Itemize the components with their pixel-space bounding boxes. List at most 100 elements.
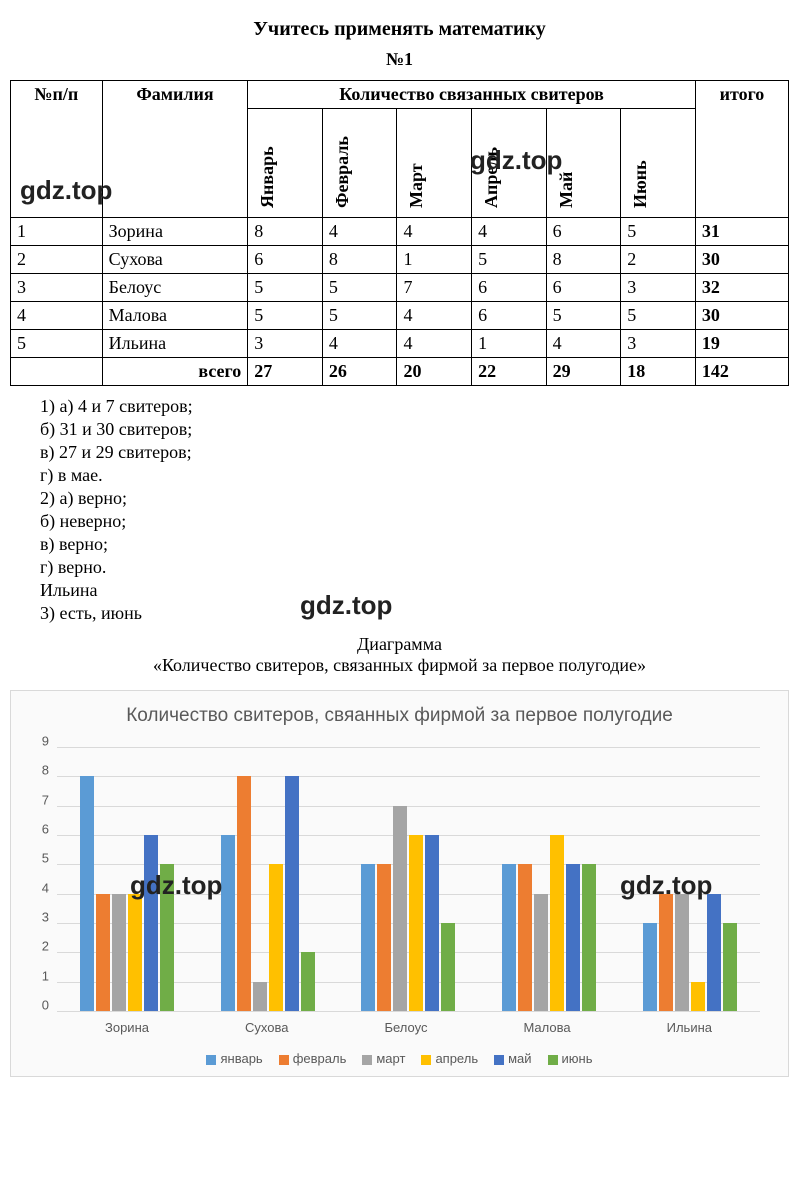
cell-total-col: 22 bbox=[472, 358, 547, 386]
chart-container: Количество свитеров, свяанных фирмой за … bbox=[10, 690, 789, 1077]
page-number: №1 bbox=[10, 49, 789, 70]
cell-total-col: 27 bbox=[248, 358, 323, 386]
bar bbox=[221, 835, 235, 1011]
cell-val: 4 bbox=[322, 218, 397, 246]
cell-empty bbox=[11, 358, 103, 386]
chart-caption-line1: Диаграмма bbox=[10, 634, 789, 655]
y-tick: 2 bbox=[42, 939, 49, 954]
x-label: Зорина bbox=[105, 1020, 149, 1035]
bar bbox=[502, 864, 516, 1011]
bar-group bbox=[221, 776, 315, 1011]
answer-line: в) верно; bbox=[40, 534, 789, 555]
cell-name: Белоус bbox=[102, 274, 248, 302]
cell-num: 2 bbox=[11, 246, 103, 274]
cell-val: 8 bbox=[248, 218, 323, 246]
table-row: 1Зорина84446531 bbox=[11, 218, 789, 246]
cell-val: 2 bbox=[621, 246, 696, 274]
cell-name: Зорина bbox=[102, 218, 248, 246]
bar bbox=[441, 923, 455, 1011]
bar bbox=[301, 952, 315, 1011]
answer-line: 2) а) верно; bbox=[40, 488, 789, 509]
x-label: Ильина bbox=[667, 1020, 712, 1035]
chart-caption-line2: «Количество свитеров, связанных фирмой з… bbox=[10, 655, 789, 676]
th-surname: Фамилия bbox=[102, 81, 248, 218]
totals-row: всего272620222918142 bbox=[11, 358, 789, 386]
x-label: Сухова bbox=[245, 1020, 288, 1035]
cell-val: 4 bbox=[397, 302, 472, 330]
th-month: Май bbox=[546, 109, 621, 218]
cell-val: 5 bbox=[248, 302, 323, 330]
answer-line: б) неверно; bbox=[40, 511, 789, 532]
y-tick: 1 bbox=[42, 968, 49, 983]
cell-val: 5 bbox=[322, 302, 397, 330]
y-tick: 0 bbox=[42, 998, 49, 1013]
th-month: Январь bbox=[248, 109, 323, 218]
bar bbox=[160, 864, 174, 1011]
legend-swatch bbox=[494, 1055, 504, 1065]
bar bbox=[377, 864, 391, 1011]
cell-num: 5 bbox=[11, 330, 103, 358]
cell-name: Сухова bbox=[102, 246, 248, 274]
bar bbox=[707, 894, 721, 1011]
grand-total: 142 bbox=[695, 358, 788, 386]
page-title: Учитесь применять математику bbox=[10, 18, 789, 41]
bar bbox=[285, 776, 299, 1011]
y-tick: 9 bbox=[42, 734, 49, 749]
cell-val: 5 bbox=[472, 246, 547, 274]
bar bbox=[550, 835, 564, 1011]
y-tick: 7 bbox=[42, 792, 49, 807]
legend-swatch bbox=[279, 1055, 289, 1065]
cell-total-col: 18 bbox=[621, 358, 696, 386]
cell-val: 6 bbox=[472, 302, 547, 330]
bar bbox=[361, 864, 375, 1011]
th-count: Количество связанных свитеров bbox=[248, 81, 696, 109]
grid-line bbox=[57, 1011, 760, 1012]
cell-total: 32 bbox=[695, 274, 788, 302]
answer-line: г) в мае. bbox=[40, 465, 789, 486]
cell-val: 4 bbox=[546, 330, 621, 358]
cell-val: 4 bbox=[397, 218, 472, 246]
y-tick: 8 bbox=[42, 763, 49, 778]
answer-line: Ильина bbox=[40, 580, 789, 601]
th-month: Июнь bbox=[621, 109, 696, 218]
legend-swatch bbox=[548, 1055, 558, 1065]
th-month: Февраль bbox=[322, 109, 397, 218]
th-total: итого bbox=[695, 81, 788, 218]
cell-val: 1 bbox=[472, 330, 547, 358]
bar bbox=[96, 894, 110, 1011]
cell-total: 19 bbox=[695, 330, 788, 358]
chart-title: Количество свитеров, свяанных фирмой за … bbox=[29, 705, 770, 727]
th-month: Март bbox=[397, 109, 472, 218]
chart-plot: 0123456789 ЗоринаСуховаБелоусМаловаИльин… bbox=[29, 741, 770, 1041]
legend-item: январь bbox=[206, 1051, 262, 1066]
cell-total: 30 bbox=[695, 302, 788, 330]
bar bbox=[237, 776, 251, 1011]
bar bbox=[691, 982, 705, 1011]
cell-total-col: 29 bbox=[546, 358, 621, 386]
answer-line: б) 31 и 30 свитеров; bbox=[40, 419, 789, 440]
th-month: Апрель bbox=[472, 109, 547, 218]
legend-item: март bbox=[362, 1051, 405, 1066]
y-tick: 5 bbox=[42, 851, 49, 866]
bar bbox=[659, 894, 673, 1011]
cell-val: 3 bbox=[621, 330, 696, 358]
bar-group bbox=[361, 806, 455, 1011]
cell-val: 8 bbox=[546, 246, 621, 274]
cell-val: 8 bbox=[322, 246, 397, 274]
cell-num: 1 bbox=[11, 218, 103, 246]
cell-val: 4 bbox=[472, 218, 547, 246]
bar bbox=[675, 894, 689, 1011]
answer-line: в) 27 и 29 свитеров; bbox=[40, 442, 789, 463]
cell-num: 3 bbox=[11, 274, 103, 302]
chart-legend: январьфевральмартапрельмайиюнь bbox=[29, 1051, 770, 1066]
th-num: №п/п bbox=[11, 81, 103, 218]
legend-item: апрель bbox=[421, 1051, 478, 1066]
legend-item: февраль bbox=[279, 1051, 347, 1066]
cell-val: 6 bbox=[248, 246, 323, 274]
cell-val: 5 bbox=[621, 218, 696, 246]
totals-label: всего bbox=[102, 358, 248, 386]
cell-total: 30 bbox=[695, 246, 788, 274]
x-label: Белоус bbox=[384, 1020, 427, 1035]
cell-val: 7 bbox=[397, 274, 472, 302]
cell-val: 3 bbox=[621, 274, 696, 302]
